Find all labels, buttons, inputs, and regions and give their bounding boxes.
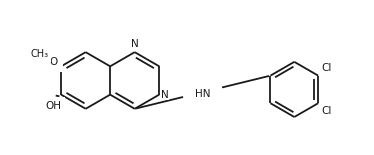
Text: Cl: Cl	[321, 106, 332, 116]
Text: OH: OH	[45, 101, 61, 111]
Text: CH₃: CH₃	[30, 49, 48, 59]
Text: N: N	[162, 90, 169, 100]
Text: N: N	[131, 40, 138, 49]
Text: HN: HN	[195, 89, 210, 99]
Text: O: O	[49, 57, 58, 67]
Text: Cl: Cl	[321, 63, 332, 73]
